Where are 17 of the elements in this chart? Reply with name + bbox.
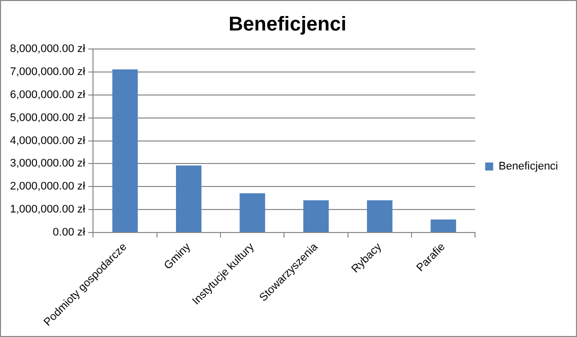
y-tick-label: 5,000,000.00 zł <box>10 112 86 124</box>
y-tick-label: 6,000,000.00 zł <box>10 88 86 101</box>
y-tick-label: 1,000,000.00 zł <box>10 204 86 216</box>
y-tick-label: 2,000,000.00 zł <box>10 180 86 193</box>
y-tick-label: 4,000,000.00 zł <box>10 134 86 147</box>
legend-label: Beneficjenci <box>498 160 558 173</box>
y-tick-label: 8,000,000.00 zł <box>10 43 86 56</box>
y-tick-label: 7,000,000.00 zł <box>10 66 86 78</box>
bar <box>430 219 456 232</box>
bar <box>176 166 202 232</box>
y-tick-label: 3,000,000.00 zł <box>10 158 86 170</box>
bar <box>240 193 266 232</box>
y-tick-label: 0.00 zł <box>52 226 86 239</box>
chart-title: Beneficjenci <box>228 14 346 36</box>
bar <box>112 69 138 232</box>
bar <box>366 200 392 232</box>
bar <box>303 200 329 232</box>
